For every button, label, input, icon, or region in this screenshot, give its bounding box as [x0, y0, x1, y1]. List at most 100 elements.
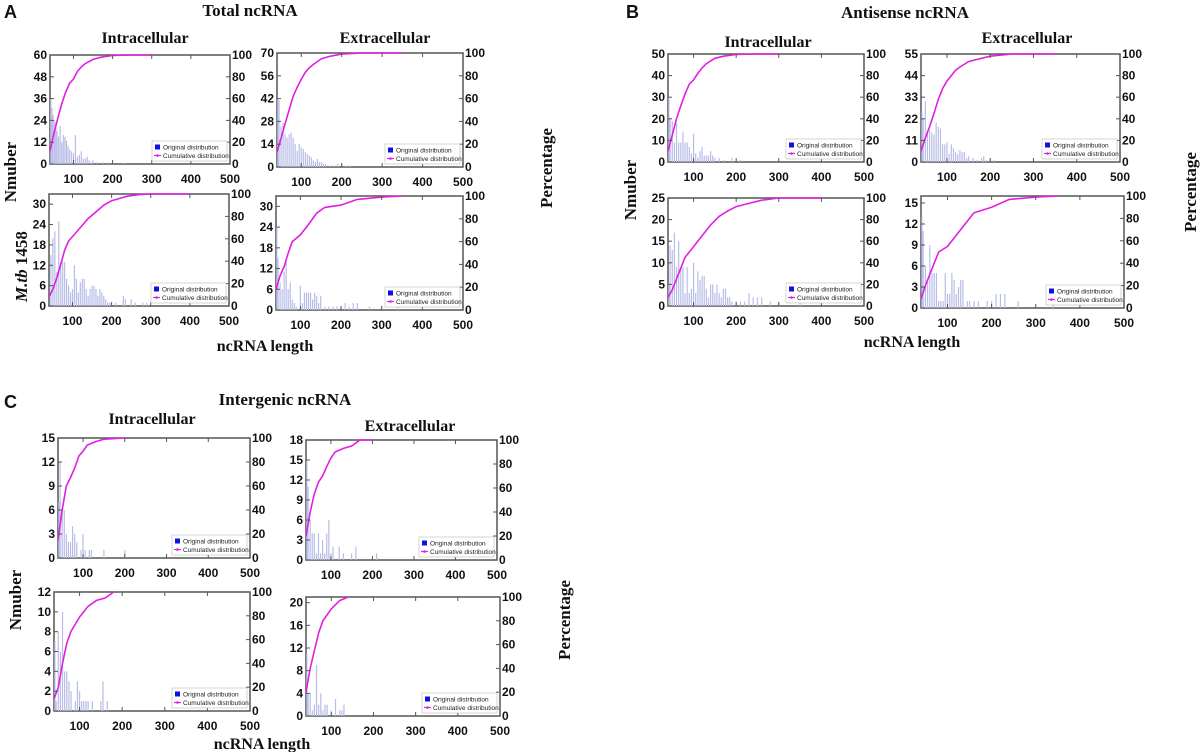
histogram-bar [74, 134, 77, 164]
x-tick-label: 100 [937, 170, 957, 184]
histogram-bar [314, 292, 316, 310]
histogram-bar [278, 100, 280, 167]
y-tick-label: 12 [42, 455, 56, 469]
x-tick-label: 100 [684, 170, 704, 184]
histogram-bar [85, 701, 87, 711]
histogram-bar [938, 301, 940, 308]
histogram-bar [712, 155, 714, 162]
histogram-bar [727, 297, 729, 306]
legend-box [171, 687, 248, 709]
legend-label-original: Original distribution [797, 287, 853, 294]
histogram-bar [684, 293, 686, 306]
histogram-bar [973, 301, 975, 308]
histogram-bar [93, 285, 95, 306]
histogram-bar [146, 302, 148, 306]
panel-b-ylabel-left: Nmuber [621, 159, 640, 220]
histogram-bar [669, 245, 671, 306]
histogram-bar [714, 157, 716, 162]
y2-tick-label: 20 [1126, 279, 1140, 293]
histogram-bar [318, 704, 320, 716]
histogram-bar [313, 704, 316, 716]
y2-tick-label: 60 [866, 234, 880, 248]
histogram-bar [1017, 301, 1019, 308]
y-tick-label: 12 [34, 135, 48, 149]
histogram-bar [307, 693, 309, 716]
y-tick-label: 22 [905, 112, 919, 126]
x-tick-label: 100 [684, 314, 704, 328]
histogram-bar [968, 301, 971, 308]
histogram-bar [966, 301, 968, 308]
histogram-bar [83, 278, 85, 306]
legend-label-cumulative: Cumulative distribution [396, 156, 462, 163]
cumulative-line [920, 195, 1058, 300]
x-tick-label: 100 [937, 316, 957, 330]
histogram-bar [90, 162, 92, 164]
y2-tick-label: 40 [465, 257, 479, 271]
y-tick-label: 60 [34, 48, 48, 62]
histogram-bar [397, 306, 399, 310]
histogram-bar [690, 153, 693, 162]
histogram-bar [281, 289, 283, 310]
x-tick-label: 500 [240, 719, 260, 733]
histogram-bar [955, 152, 957, 162]
y2-tick-label: 60 [465, 235, 479, 249]
histogram-bar [56, 131, 58, 164]
y-tick-label: 12 [290, 641, 304, 655]
histogram-bar [64, 671, 66, 711]
y-tick-label: 0 [48, 551, 55, 565]
histogram-bar [983, 156, 985, 162]
y-tick-label: 44 [905, 69, 919, 83]
y2-tick-label: 40 [1122, 112, 1136, 126]
x-tick-label: 200 [363, 724, 383, 738]
y-tick-label: 6 [39, 279, 46, 293]
y2-tick-label: 40 [231, 254, 245, 268]
histogram-bar [944, 144, 946, 162]
y2-tick-label: 100 [1126, 189, 1146, 203]
x-tick-label: 300 [769, 314, 789, 328]
y-tick-label: 24 [34, 113, 48, 127]
legend-label-original: Original distribution [430, 541, 486, 548]
legend-bar-swatch [425, 696, 430, 702]
y2-tick-label: 20 [866, 133, 880, 147]
y-tick-label: 18 [33, 238, 47, 252]
subplot-c-intracellular-2: 0 2 4 6 8 10 12 0 20 40 60 80 100 100 200 300 400 500 Orig… [38, 585, 273, 733]
legend-label-original: Original distribution [433, 697, 489, 704]
histogram-bar [65, 534, 67, 558]
histogram-bar [671, 249, 673, 306]
y2-tick-label: 80 [252, 455, 266, 469]
legend-bar-swatch [155, 144, 160, 150]
cumulative-line [276, 52, 403, 153]
histogram-bar [279, 282, 281, 310]
y2-tick-label: 0 [465, 160, 472, 174]
histogram-bar [67, 285, 70, 306]
legend-bar-swatch [789, 286, 794, 292]
legend-label-cumulative: Cumulative distribution [797, 151, 863, 158]
histogram-bar [731, 157, 733, 162]
y-tick-label: 9 [296, 493, 303, 507]
histogram-bar [107, 302, 109, 306]
legend-label-cumulative: Cumulative distribution [797, 295, 863, 302]
y2-tick-label: 0 [231, 299, 238, 313]
x-tick-label: 200 [982, 316, 1002, 330]
histogram-bar [985, 160, 987, 162]
cumulative-line [920, 53, 1056, 152]
histogram-bar [290, 132, 292, 167]
panel-a-col-title-extracellular: Extracellular [340, 30, 431, 47]
y-tick-label: 3 [48, 527, 55, 541]
legend-box [1041, 138, 1118, 160]
legend-label-cumulative: Cumulative distribution [183, 547, 249, 554]
legend-box [171, 534, 248, 556]
histogram-bar [703, 155, 705, 162]
legend-label-original: Original distribution [183, 539, 239, 546]
histogram-bar [695, 153, 697, 162]
histogram-bar [352, 303, 354, 310]
histogram-bar [80, 151, 82, 164]
histogram-bar [81, 278, 83, 306]
histogram-bar [67, 542, 70, 558]
y-tick-label: 36 [34, 92, 48, 106]
histogram-bar [929, 130, 931, 162]
histogram-bar [283, 272, 285, 310]
histogram-bar [326, 704, 328, 716]
